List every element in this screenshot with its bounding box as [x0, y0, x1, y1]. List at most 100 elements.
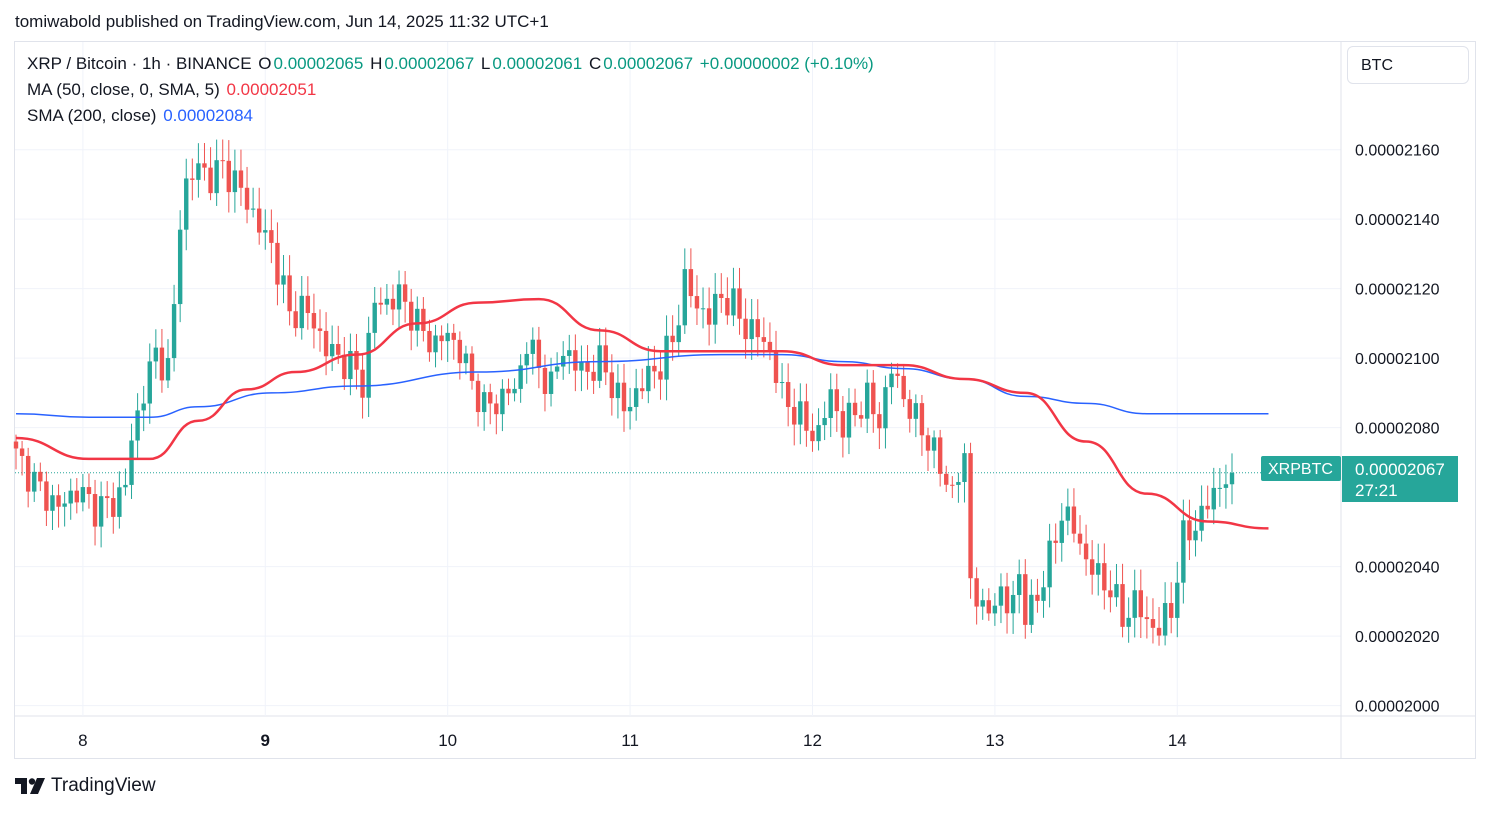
candle-body — [1047, 540, 1052, 588]
candle-body — [214, 160, 219, 194]
candle — [1126, 597, 1131, 643]
candle-body — [1053, 540, 1058, 543]
candle-body — [153, 347, 159, 362]
candle — [554, 352, 560, 379]
candle — [609, 354, 615, 416]
candle — [1175, 561, 1180, 638]
candle-body — [475, 380, 481, 413]
candle — [86, 473, 92, 509]
candle — [171, 284, 177, 372]
candle — [992, 593, 998, 626]
symbol-description[interactable]: XRP / Bitcoin · 1h · BINANCE — [27, 54, 252, 73]
candle — [530, 327, 535, 375]
candle — [311, 293, 317, 349]
candle-body — [956, 481, 961, 485]
candle — [323, 312, 329, 376]
candle-body — [706, 308, 712, 325]
candle-body — [792, 406, 797, 425]
candle-body — [761, 337, 767, 342]
candle-body — [305, 295, 311, 314]
candle-body — [846, 402, 852, 438]
candle — [1120, 563, 1125, 638]
candle — [1035, 578, 1040, 613]
candle-body — [372, 302, 377, 333]
candle-body — [402, 284, 408, 302]
candle — [931, 430, 937, 469]
candle — [250, 187, 256, 218]
candle-body — [937, 437, 943, 474]
candle-body — [177, 229, 183, 305]
candle-body — [1162, 603, 1168, 636]
candle — [542, 354, 548, 412]
candle — [1041, 570, 1046, 618]
candle — [13, 434, 19, 470]
candle — [232, 149, 238, 213]
candle — [177, 210, 183, 323]
candle-body — [737, 288, 742, 319]
candle-body — [117, 487, 122, 517]
candle-body — [767, 341, 773, 351]
candle-body — [1138, 590, 1143, 618]
candle-body — [98, 496, 104, 527]
candle — [32, 463, 37, 502]
candle — [354, 333, 359, 390]
candle-body — [573, 350, 578, 371]
tradingview-brand[interactable]: TradingView — [15, 775, 156, 797]
candle-body — [950, 484, 955, 486]
candle-body — [1217, 487, 1223, 489]
candle — [694, 275, 700, 326]
candle — [561, 341, 566, 380]
candle — [524, 342, 529, 384]
candle-body — [421, 308, 426, 331]
candle — [238, 149, 244, 206]
candle — [1053, 523, 1058, 564]
candle — [287, 255, 292, 326]
candle — [44, 471, 49, 527]
candle — [433, 324, 438, 368]
candle — [141, 385, 146, 432]
candle — [1083, 524, 1089, 576]
candle-body — [725, 298, 730, 316]
candle-body — [871, 382, 876, 415]
candle-body — [1114, 584, 1119, 598]
candle-body — [329, 343, 335, 357]
candle-body — [798, 401, 803, 425]
candle — [785, 363, 791, 427]
candle — [1089, 540, 1095, 595]
y-tick-label: 0.00002160 — [1355, 143, 1440, 160]
candle — [506, 378, 511, 406]
candle-body — [944, 473, 949, 485]
currency-selector[interactable]: BTC — [1347, 46, 1469, 84]
ma50-legend[interactable]: MA (50, close, 0, SMA, 5) 0.00002051 — [27, 80, 318, 100]
candle-body — [591, 371, 596, 381]
candle — [402, 271, 408, 323]
candle — [1059, 503, 1064, 562]
x-tick-label: 12 — [803, 731, 822, 750]
candle-body — [506, 388, 511, 394]
candle — [1217, 468, 1223, 507]
candle-body — [190, 178, 195, 180]
candle — [986, 588, 991, 621]
y-tick-label: 0.00002140 — [1355, 212, 1440, 229]
candle — [968, 442, 973, 599]
candle-body — [561, 355, 566, 367]
candle — [980, 588, 985, 620]
publisher-line: tomiwabold published on TradingView.com,… — [15, 12, 549, 31]
candle — [1114, 563, 1119, 607]
candle — [1156, 606, 1162, 646]
candle — [1102, 543, 1107, 610]
sma200-legend[interactable]: SMA (200, close) 0.00002084 — [27, 106, 255, 126]
high-value: 0.00002067 — [384, 54, 475, 73]
candle-body — [500, 388, 505, 415]
candle-body — [32, 471, 37, 492]
candle-body — [719, 293, 724, 299]
candle-body — [238, 170, 244, 188]
candle-body — [907, 399, 912, 419]
candle-body — [828, 389, 833, 418]
candle — [244, 166, 250, 224]
y-tick-label: 0.00002020 — [1355, 629, 1440, 646]
candle — [342, 336, 347, 390]
candle — [80, 473, 86, 512]
candle — [415, 296, 420, 347]
